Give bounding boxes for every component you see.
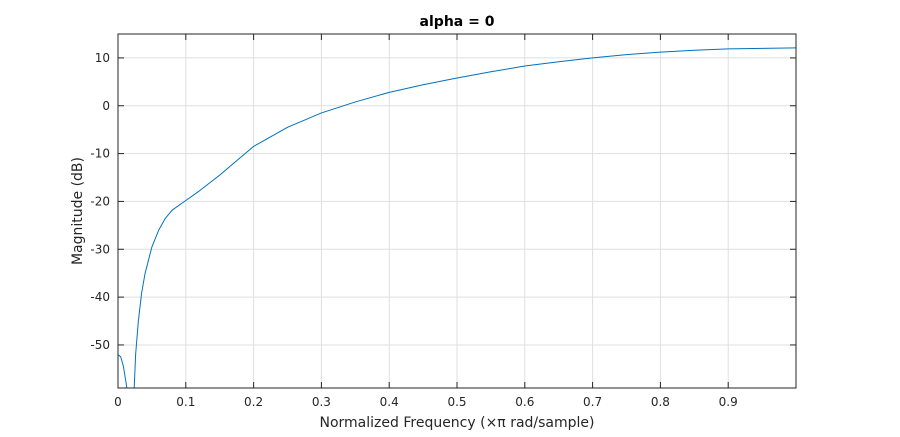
x-tick-label: 0.8 [651,395,670,409]
y-axis-label: Magnitude (dB) [70,157,86,265]
chart-title: alpha = 0 [420,14,495,30]
x-tick-label: 0.4 [380,395,399,409]
x-tick-labels: 0 0.1 0.2 0.3 0.4 0.5 0.6 0.7 0.8 0.9 [114,395,738,409]
series-layer [118,47,796,388]
x-tick-label: 0.1 [176,395,195,409]
y-tick-label: 10 [95,51,110,65]
y-tick-label: 0 [102,99,110,113]
x-tick-label: 0 [114,395,122,409]
y-tick-label: -40 [90,290,110,304]
y-tick-label: -30 [90,242,110,256]
y-tick-label: -20 [90,194,110,208]
series-line [118,47,796,388]
x-tick-label: 0.2 [244,395,263,409]
y-tick-label: -50 [90,338,110,352]
grid [117,34,796,388]
x-tick-label: 0.6 [515,395,534,409]
ticks [117,34,796,388]
x-tick-label: 0.5 [447,395,466,409]
x-tick-label: 0.7 [583,395,602,409]
x-tick-label: 0.9 [719,395,738,409]
x-tick-label: 0.3 [312,395,331,409]
y-tick-labels: -50 -40 -30 -20 -10 0 10 [90,51,110,352]
x-axis-label: Normalized Frequency (×π rad/sample) [320,415,595,431]
y-tick-label: -10 [90,147,110,161]
